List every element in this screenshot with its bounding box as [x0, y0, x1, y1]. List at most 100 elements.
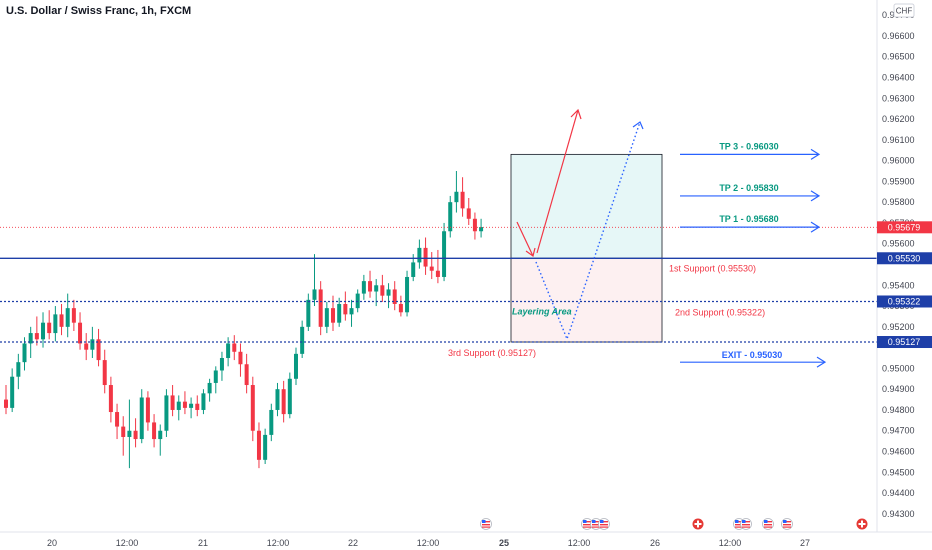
- price-tick-label: 0.94900: [882, 384, 915, 394]
- candle: [121, 416, 126, 456]
- us-flag-stripe: [600, 521, 608, 523]
- candle-body: [386, 289, 391, 296]
- candle-body: [78, 322, 83, 344]
- tp1-arrow-arrowhead: [810, 221, 821, 233]
- candle: [275, 382, 280, 417]
- economic-events[interactable]: [480, 518, 868, 530]
- candle: [466, 198, 471, 226]
- candle-body: [417, 247, 422, 263]
- candle-body: [176, 401, 181, 410]
- currency-badge-box: [893, 3, 915, 18]
- time-tick-label: 20: [47, 538, 57, 548]
- us-event-flag-icon: [480, 518, 492, 530]
- candle: [84, 333, 89, 361]
- price-tick-label: 0.95000: [882, 363, 915, 373]
- support2-price-tag: 0.95322: [877, 295, 932, 308]
- us-flag-stripe: [600, 524, 608, 526]
- price-tick-label: 0.96000: [882, 156, 915, 166]
- candle: [312, 254, 317, 307]
- candle: [355, 289, 360, 313]
- support2-price-tag-text: 0.95322: [888, 296, 921, 306]
- annotations: 1st Support (0.95530) 2nd Support (0.9532…: [448, 108, 827, 368]
- candle-body: [324, 308, 329, 327]
- candle-body: [121, 426, 126, 437]
- candle: [472, 212, 477, 240]
- price-tick-label: 0.96100: [882, 135, 915, 145]
- candle: [22, 337, 27, 371]
- layering-zone-box: [510, 257, 663, 343]
- candle-body: [398, 303, 403, 313]
- candle-body: [287, 378, 292, 415]
- candle: [361, 274, 366, 300]
- candle: [152, 414, 157, 448]
- projection-down-head: [525, 247, 536, 258]
- support3-price-tag-bg: [877, 336, 932, 349]
- alternate-projection-head: [632, 121, 644, 130]
- candle-body: [226, 343, 231, 359]
- support2-price-tag-bg: [877, 295, 932, 308]
- candle-body: [300, 326, 305, 354]
- candle: [127, 399, 132, 469]
- candle: [201, 389, 206, 415]
- candle: [349, 299, 354, 327]
- us-flag-stripe: [600, 526, 608, 528]
- swiss-event-flag-icon: [692, 518, 704, 530]
- candle-body: [250, 385, 255, 431]
- candle-body: [281, 389, 286, 415]
- price-tick-label: 0.94500: [882, 467, 915, 477]
- candle-body: [442, 231, 447, 277]
- us-flag-stripe: [783, 521, 791, 523]
- candle: [4, 385, 8, 415]
- support2-label: 2nd Support (0.95322): [675, 307, 765, 317]
- candle: [300, 320, 305, 359]
- candle-body: [448, 202, 453, 232]
- candle-body: [392, 289, 397, 304]
- tp3-arrow: TP 3 - 0.96030: [680, 141, 821, 160]
- time-tick-label: 12:00: [719, 538, 742, 548]
- candle-body: [479, 227, 484, 232]
- price-tick-label: 0.94300: [882, 509, 915, 519]
- time-tick-label: 12:00: [568, 538, 591, 548]
- candle: [71, 299, 76, 331]
- candle-body: [232, 343, 237, 352]
- us-flag-canton: [764, 520, 768, 523]
- currency-badge[interactable]: CHF: [893, 3, 915, 18]
- price-tick-label: 0.95800: [882, 197, 915, 207]
- us-flag-canton: [735, 520, 739, 523]
- time-axis[interactable]: 20 12:00 21 12:00 22 12:00 25 12:00 26 12:00 27: [47, 538, 810, 548]
- candle-body: [84, 343, 89, 350]
- candle: [435, 249, 440, 284]
- support3-label: 3rd Support (0.95127): [448, 348, 536, 358]
- us-flag-stripe: [583, 521, 591, 523]
- tp3-arrow-arrowhead: [810, 148, 821, 160]
- candle: [164, 389, 169, 437]
- candle: [16, 353, 21, 390]
- candle: [145, 391, 150, 431]
- candle: [170, 385, 175, 417]
- candle-body: [22, 343, 27, 363]
- candle-body: [380, 285, 385, 296]
- candle-body: [374, 285, 379, 292]
- tp3-arrow-label: TP 3 - 0.96030: [719, 141, 778, 151]
- price-tick-label: 0.96500: [882, 52, 915, 62]
- candle-body: [368, 281, 373, 292]
- us-flag-stripe: [742, 521, 750, 523]
- candle-body: [71, 308, 76, 323]
- us-flag-stripe: [583, 526, 591, 528]
- us-event-flag-icon: [762, 518, 774, 530]
- support1-price-tag: 0.95530: [877, 252, 932, 265]
- us-flag-canton: [592, 520, 596, 523]
- candle-body: [213, 370, 218, 383]
- projection-up-line: [536, 109, 579, 254]
- candles: [4, 170, 484, 469]
- candle: [78, 312, 83, 350]
- time-tick-label: 27: [800, 538, 810, 548]
- candle: [269, 403, 274, 442]
- tp2-arrow-label: TP 2 - 0.95830: [719, 183, 778, 193]
- us-flag-stripe: [783, 526, 791, 528]
- candle: [343, 291, 348, 321]
- candle-body: [472, 218, 477, 232]
- current-price-tag-text: 0.95679: [888, 222, 921, 232]
- candle-body: [361, 281, 366, 294]
